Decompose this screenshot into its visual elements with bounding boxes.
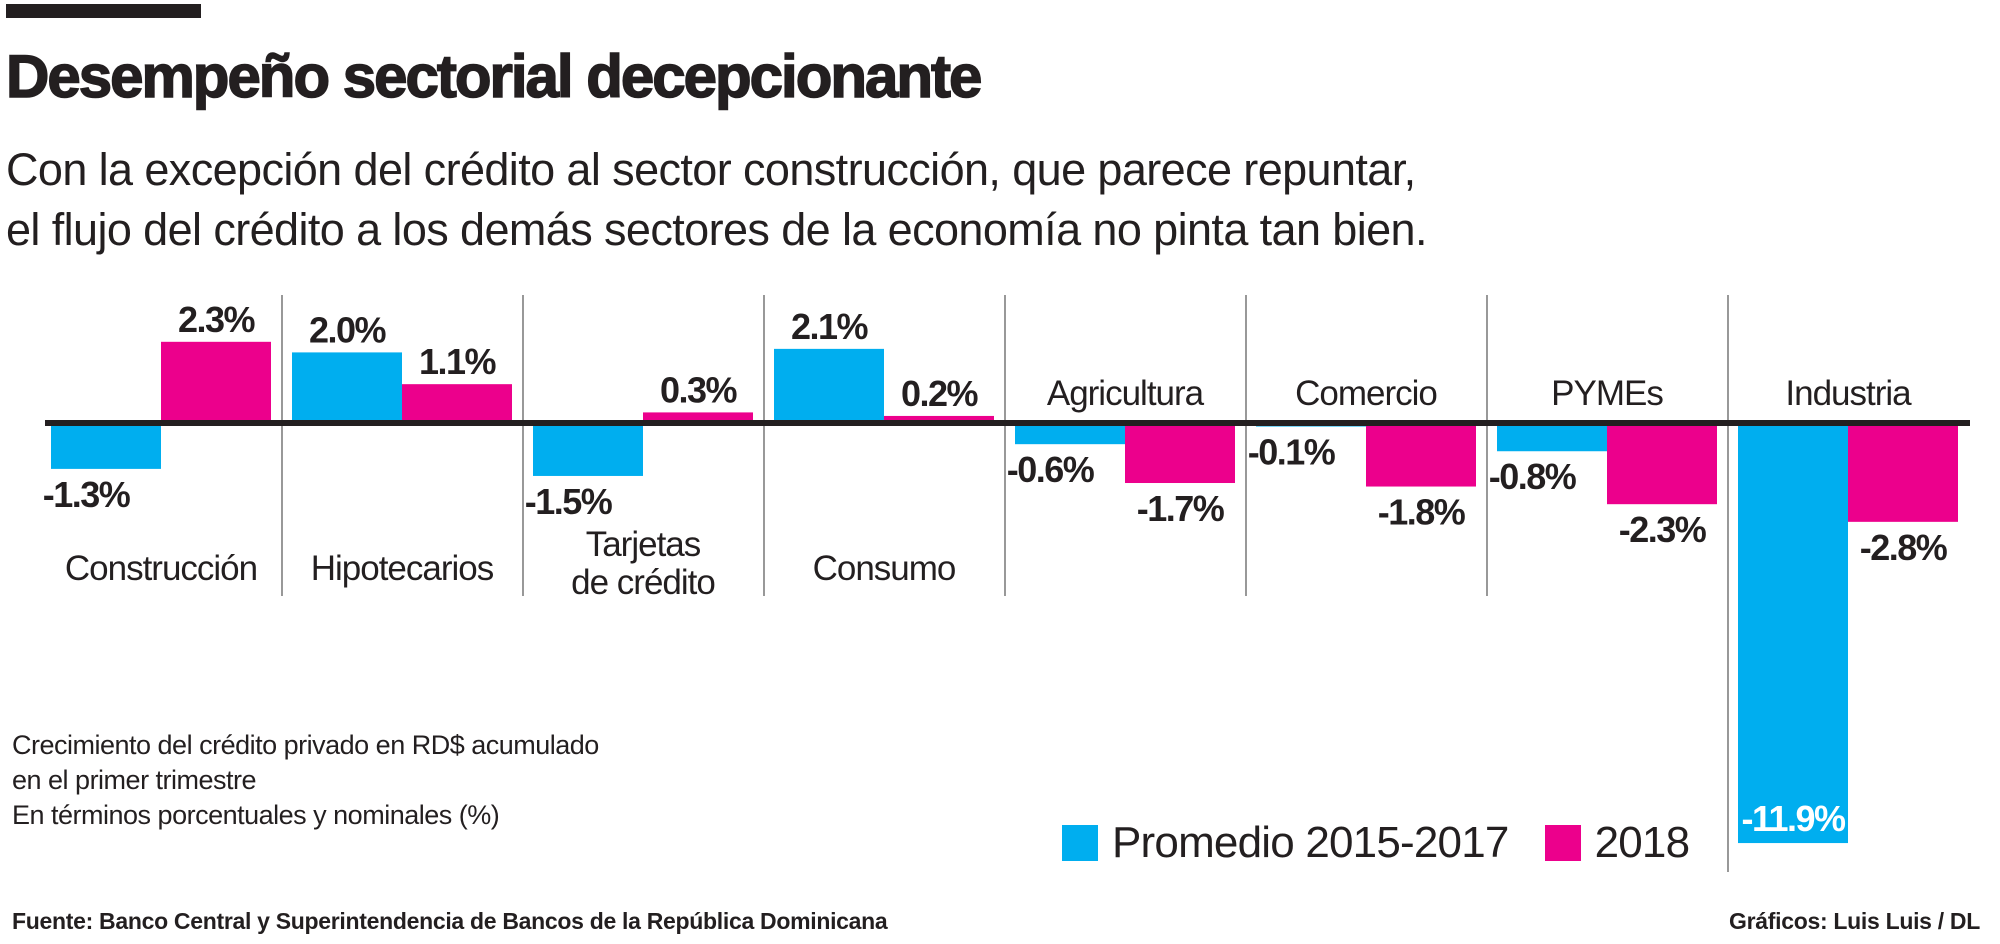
category-label: Agricultura	[1047, 374, 1205, 413]
value-label: -1.7%	[1137, 488, 1225, 529]
subtitle-line: el flujo del crédito a los demás sectore…	[6, 204, 1427, 255]
bar-promedio	[774, 348, 884, 423]
legend-label: Promedio 2015-2017	[1112, 818, 1509, 867]
category-label: Construcción	[65, 549, 257, 588]
category-label: Tarjetas	[586, 525, 701, 564]
value-label: -1.5%	[525, 481, 613, 522]
category-label: Industria	[1785, 374, 1912, 413]
bar-promedio	[1497, 423, 1607, 452]
chart-subtitle: Con la excepción del crédito al sector c…	[6, 140, 1427, 260]
value-label: -0.8%	[1489, 456, 1577, 497]
value-label: 0.2%	[901, 373, 979, 414]
credit-note: Gráficos: Luis Luis / DL	[1729, 908, 1980, 934]
bar-2018	[643, 412, 753, 423]
note-line: Crecimiento del crédito privado en RD$ a…	[12, 730, 599, 760]
legend-item-promedio: Promedio 2015-2017	[1062, 818, 1509, 868]
bar-promedio	[1738, 423, 1848, 844]
bar-promedio	[533, 423, 643, 476]
category-label: PYMEs	[1551, 374, 1663, 413]
value-label: 2.1%	[791, 306, 869, 347]
bar-2018	[1848, 423, 1958, 522]
note-line: en el primer trimestre	[12, 765, 257, 795]
value-label: -2.8%	[1860, 527, 1948, 568]
category-label: Consumo	[813, 549, 956, 588]
value-label: -0.1%	[1248, 432, 1336, 473]
value-label: -0.6%	[1007, 449, 1095, 490]
bar-2018	[161, 341, 271, 423]
legend-label: 2018	[1594, 818, 1690, 867]
value-label: 2.0%	[309, 309, 387, 350]
bar-promedio	[1015, 423, 1125, 445]
legend-swatch-2018	[1544, 825, 1581, 861]
category-label: Comercio	[1295, 374, 1437, 413]
source-note: Fuente: Banco Central y Superintendencia…	[12, 908, 888, 934]
bar-2018	[884, 415, 994, 423]
legend-swatch-promedio	[1062, 825, 1098, 861]
value-label: 0.3%	[660, 369, 738, 410]
value-label: -1.3%	[43, 474, 131, 515]
subtitle-line: Con la excepción del crédito al sector c…	[6, 144, 1416, 195]
header-rule	[6, 4, 201, 18]
value-label: 2.3%	[178, 299, 256, 340]
value-label: 1.1%	[419, 341, 497, 382]
legend: Promedio 2015-2017 2018	[1062, 818, 1725, 868]
bar-2018	[1125, 423, 1235, 484]
chart-note: Crecimiento del crédito privado en RD$ a…	[12, 728, 599, 833]
category-label: de crédito	[571, 563, 715, 602]
bar-promedio	[51, 423, 161, 469]
value-label: -11.9%	[1741, 798, 1846, 839]
note-line: En términos porcentuales y nominales (%)	[12, 800, 500, 830]
chart-title: Desempeño sectorial decepcionante	[5, 42, 983, 111]
bar-2018	[1607, 423, 1717, 505]
category-label: Hipotecarios	[311, 549, 494, 588]
value-label: -1.8%	[1378, 492, 1466, 533]
bar-2018	[402, 384, 512, 423]
legend-item-2018: 2018	[1544, 818, 1690, 868]
value-label: -2.3%	[1619, 509, 1707, 550]
bar-2018	[1366, 423, 1476, 487]
bar-promedio	[292, 352, 402, 423]
